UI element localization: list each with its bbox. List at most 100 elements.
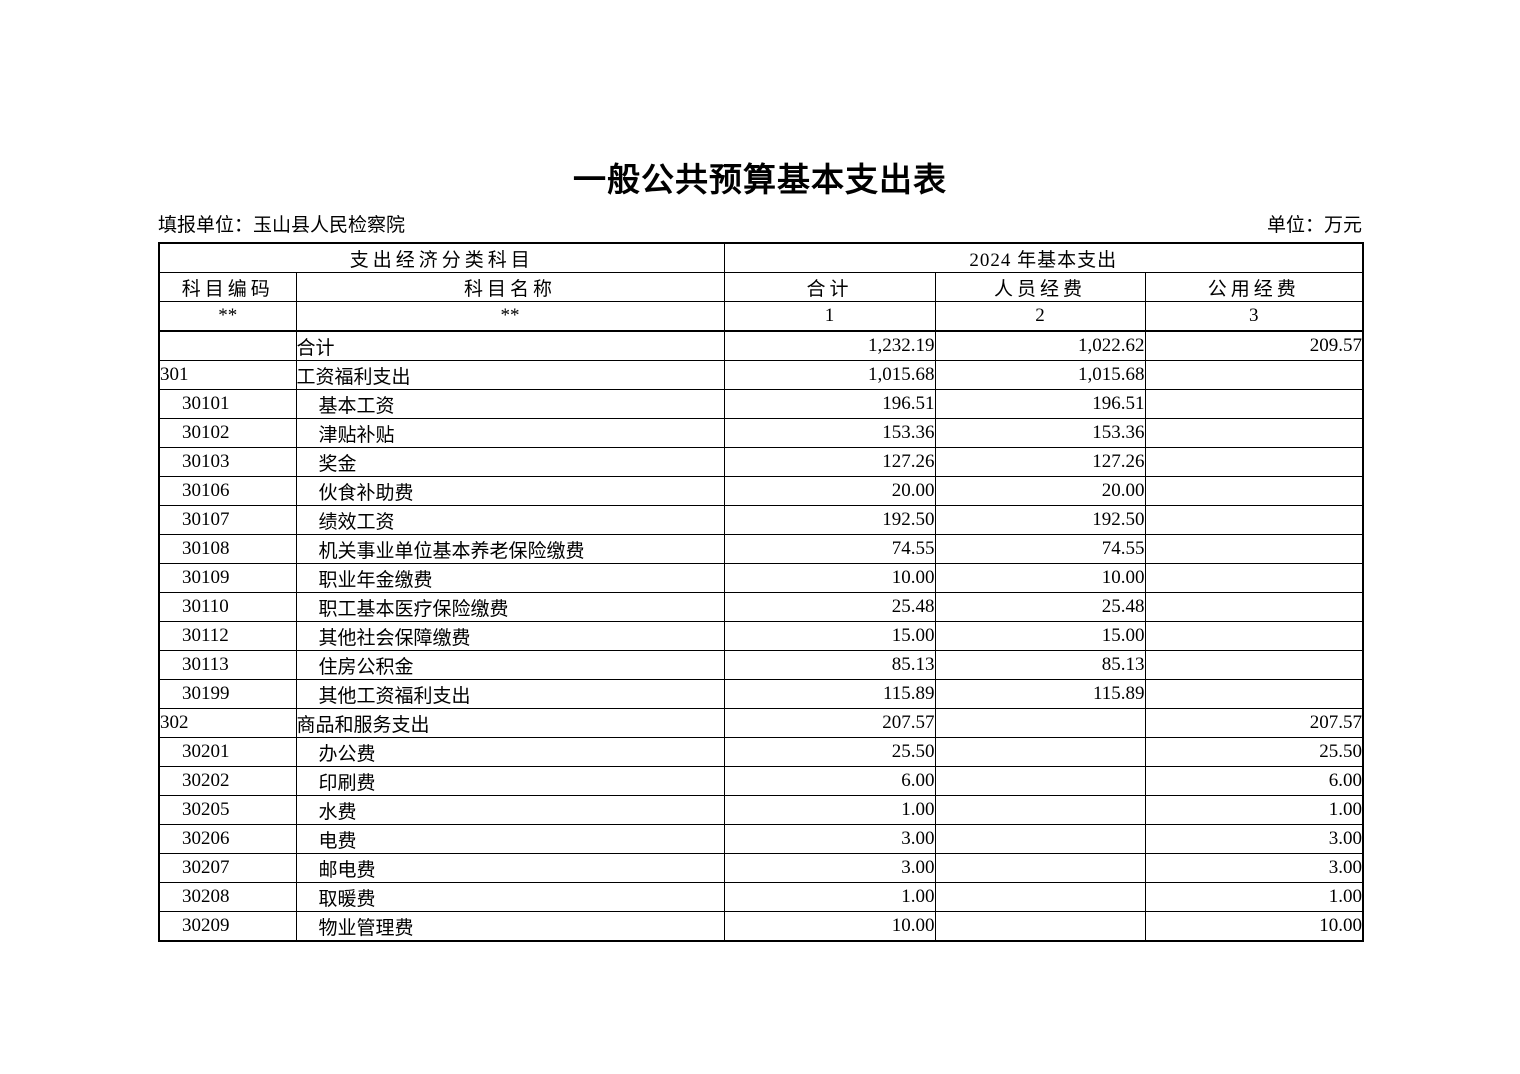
name-cell: 其他社会保障缴费 [295,621,725,651]
name-cell: 电费 [295,824,725,854]
code-cell: 30202 [158,766,297,796]
total-cell: 1,015.68 [723,360,936,390]
public-cell: 1.00 [1144,882,1364,912]
table-row: 30110 职工基本医疗保险缴费 25.48 25.48 [158,592,1364,622]
budget-table: 支出经济分类科目 2024 年基本支出 科目编码 科目名称 合计 人员经费 公用… [158,242,1365,942]
name-cell: 邮电费 [295,853,725,883]
total-cell: 196.51 [723,389,936,419]
personnel-cell: 192.50 [934,505,1146,535]
public-cell [1144,592,1364,622]
public-cell: 25.50 [1144,737,1364,767]
personnel-cell [934,766,1146,796]
name-cell: 工资福利支出 [295,360,725,390]
public-cell [1144,679,1364,709]
total-cell: 74.55 [723,534,936,564]
code-cell: 30201 [158,737,297,767]
table-row: 30207 邮电费 3.00 3.00 [158,853,1364,883]
total-cell: 10.00 [723,563,936,593]
page-title: 一般公共预算基本支出表 [573,161,947,198]
table-row: 30109 职业年金缴费 10.00 10.00 [158,563,1364,593]
public-cell: 209.57 [1144,330,1364,361]
code-cell: 302 [158,708,297,738]
unit-label: 单位：万元 [1266,215,1362,236]
table-row: 30201 办公费 25.50 25.50 [158,737,1364,767]
name-cell: 物业管理费 [295,911,725,942]
code-cell [158,330,297,361]
personnel-cell: 1,015.68 [934,360,1146,390]
total-cell: 10.00 [723,911,936,942]
group-header-row: 支出经济分类科目 2024 年基本支出 [158,242,1364,273]
total-cell: 6.00 [723,766,936,796]
table-header: 支出经济分类科目 2024 年基本支出 科目编码 科目名称 合计 人员经费 公用… [158,242,1364,332]
table-row: 30209 物业管理费 10.00 10.00 [158,911,1364,942]
name-cell: 职工基本医疗保险缴费 [295,592,725,622]
personnel-cell: 115.89 [934,679,1146,709]
table-row: 30103 奖金 127.26 127.26 [158,447,1364,477]
placeholder-row: ** ** 1 2 3 [158,301,1364,332]
name-cell: 印刷费 [295,766,725,796]
total-cell: 115.89 [723,679,936,709]
table-body: 合计 1,232.19 1,022.62 209.57 301 工资福利支出 1… [158,330,1364,942]
column-header-personnel: 人员经费 [934,272,1146,302]
table-row: 30202 印刷费 6.00 6.00 [158,766,1364,796]
public-cell [1144,650,1364,680]
public-cell: 3.00 [1144,824,1364,854]
code-cell: 30208 [158,882,297,912]
personnel-cell: 196.51 [934,389,1146,419]
name-cell: 津贴补贴 [295,418,725,448]
personnel-cell [934,853,1146,883]
total-cell: 3.00 [723,853,936,883]
public-cell: 1.00 [1144,795,1364,825]
table-row: 301 工资福利支出 1,015.68 1,015.68 [158,360,1364,390]
public-cell: 6.00 [1144,766,1364,796]
name-cell: 取暖费 [295,882,725,912]
name-cell: 机关事业单位基本养老保险缴费 [295,534,725,564]
code-cell: 30209 [158,911,297,942]
public-cell [1144,621,1364,651]
name-cell: 职业年金缴费 [295,563,725,593]
table-row: 30199 其他工资福利支出 115.89 115.89 [158,679,1364,709]
column-header-total: 合计 [723,272,936,302]
name-cell: 住房公积金 [295,650,725,680]
code-cell: 301 [158,360,297,390]
personnel-cell: 74.55 [934,534,1146,564]
table-row: 30102 津贴补贴 153.36 153.36 [158,418,1364,448]
name-cell: 其他工资福利支出 [295,679,725,709]
public-cell [1144,447,1364,477]
personnel-cell [934,882,1146,912]
public-cell [1144,418,1364,448]
code-cell: 30112 [158,621,297,651]
public-cell: 3.00 [1144,853,1364,883]
code-cell: 30199 [158,679,297,709]
group-header-year: 2024 年基本支出 [723,242,1364,273]
name-cell: 水费 [295,795,725,825]
code-cell: 30103 [158,447,297,477]
table-row: 30106 伙食补助费 20.00 20.00 [158,476,1364,506]
table-row: 30101 基本工资 196.51 196.51 [158,389,1364,419]
personnel-cell [934,795,1146,825]
code-cell: 30107 [158,505,297,535]
personnel-cell [934,911,1146,942]
code-cell: 30206 [158,824,297,854]
code-cell: 30109 [158,563,297,593]
total-cell: 20.00 [723,476,936,506]
name-cell: 基本工资 [295,389,725,419]
total-cell: 85.13 [723,650,936,680]
placeholder-personnel: 2 [934,301,1146,332]
public-cell [1144,505,1364,535]
placeholder-name: ** [295,301,725,332]
personnel-cell: 153.36 [934,418,1146,448]
personnel-cell: 127.26 [934,447,1146,477]
document-content: 一般公共预算基本支出表 填报单位：玉山县人民检察院 单位：万元 支出经济分类科目… [158,0,1365,942]
table-row: 30112 其他社会保障缴费 15.00 15.00 [158,621,1364,651]
table-row-grand-total: 合计 1,232.19 1,022.62 209.57 [158,330,1364,361]
group-header-classification: 支出经济分类科目 [158,242,725,273]
name-cell: 绩效工资 [295,505,725,535]
personnel-cell: 25.48 [934,592,1146,622]
total-cell: 153.36 [723,418,936,448]
personnel-cell: 10.00 [934,563,1146,593]
public-cell [1144,360,1364,390]
public-cell: 10.00 [1144,911,1364,942]
code-cell: 30205 [158,795,297,825]
name-cell: 合计 [295,330,725,361]
